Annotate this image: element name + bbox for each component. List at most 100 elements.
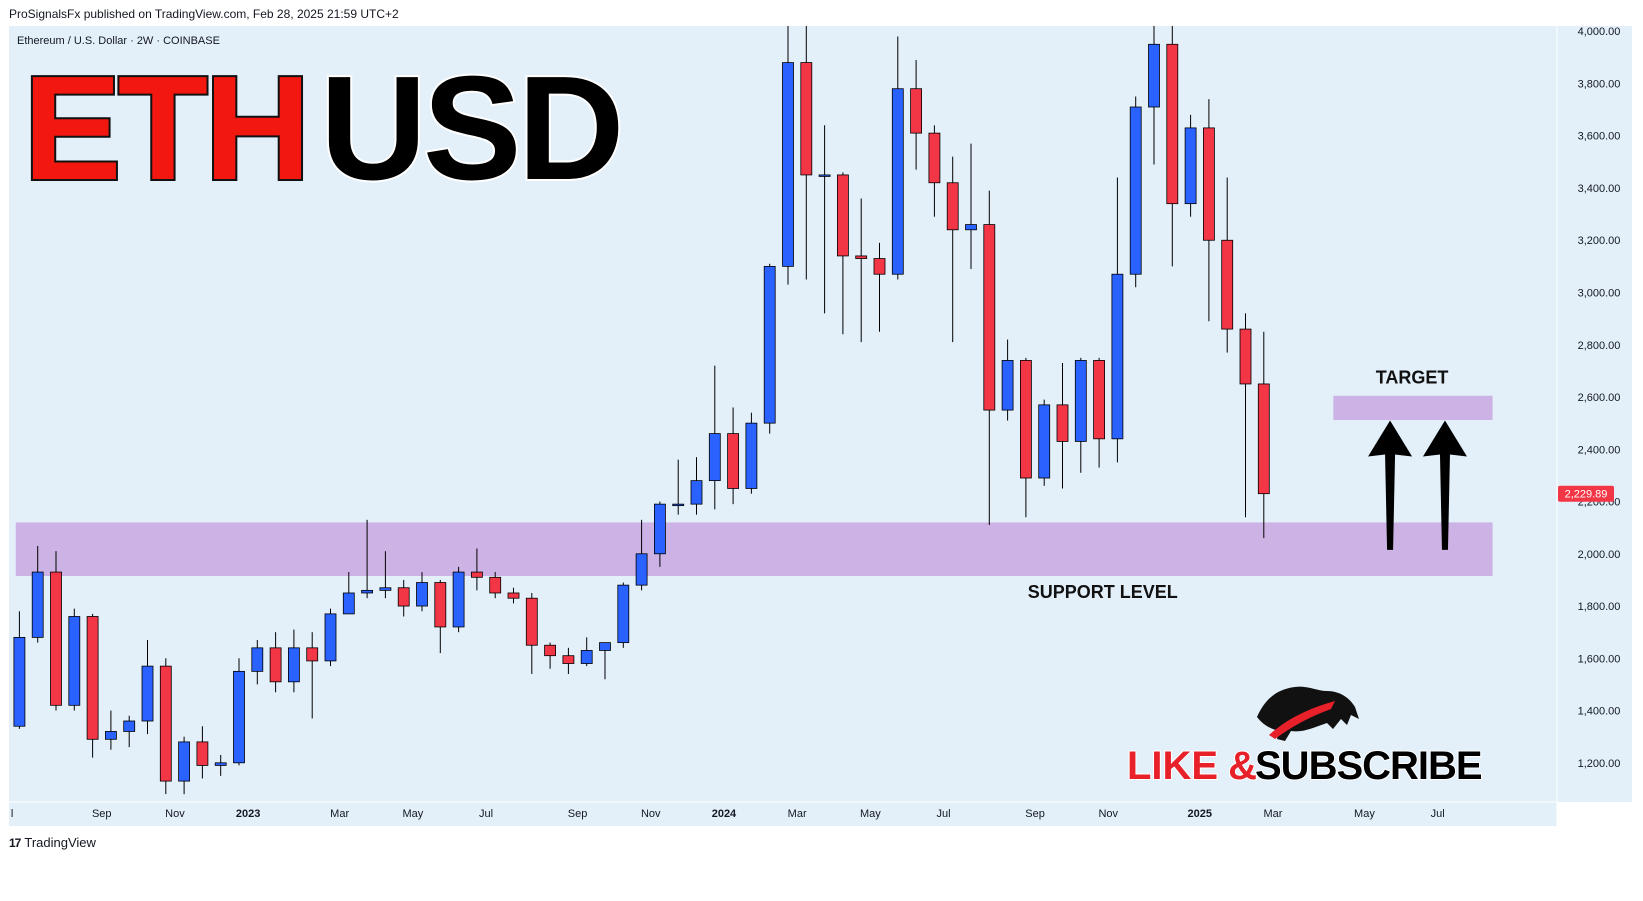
candle-body	[397, 587, 410, 607]
candle-body	[13, 636, 26, 727]
candle[interactable]	[763, 263, 776, 434]
candle[interactable]	[123, 715, 136, 748]
candle[interactable]	[1239, 313, 1252, 518]
candle-body	[178, 741, 191, 782]
candle[interactable]	[708, 365, 721, 510]
candle-body	[599, 642, 611, 651]
candle[interactable]	[800, 26, 813, 280]
target-zone[interactable]	[1333, 395, 1493, 421]
candle[interactable]	[233, 658, 245, 766]
candle[interactable]	[1093, 357, 1105, 468]
candle[interactable]	[525, 592, 538, 674]
candle[interactable]	[251, 640, 264, 685]
symbol-legend[interactable]: Ethereum / U.S. Dollar · 2W · COINBASE	[17, 35, 220, 47]
candle[interactable]	[1221, 177, 1234, 353]
candle[interactable]	[635, 519, 648, 591]
candle[interactable]	[50, 551, 62, 711]
candle-body	[324, 613, 337, 662]
candle[interactable]	[1166, 26, 1179, 267]
candle[interactable]	[672, 459, 685, 515]
candle[interactable]	[1148, 26, 1160, 165]
candle[interactable]	[727, 407, 739, 505]
candle-body	[452, 571, 465, 628]
candle[interactable]	[324, 608, 337, 667]
tradingview-footer[interactable]: 17 TradingView	[9, 835, 96, 850]
x-tick-label: Jul	[937, 808, 951, 820]
candle[interactable]	[13, 611, 26, 729]
candle[interactable]	[31, 545, 44, 643]
candle[interactable]	[1038, 399, 1051, 486]
candle[interactable]	[306, 632, 319, 719]
candle[interactable]	[196, 726, 209, 779]
candle[interactable]	[1184, 114, 1197, 217]
candle-body	[1111, 273, 1124, 440]
candle[interactable]	[86, 613, 99, 758]
candle[interactable]	[855, 198, 868, 343]
candle[interactable]	[928, 125, 941, 217]
candle[interactable]	[690, 457, 703, 515]
candle[interactable]	[745, 412, 758, 494]
candle[interactable]	[214, 754, 227, 776]
candle-body	[727, 433, 739, 489]
candle[interactable]	[416, 572, 428, 612]
candle[interactable]	[507, 587, 520, 604]
candle[interactable]	[68, 608, 81, 711]
candle[interactable]	[1129, 96, 1142, 288]
candle[interactable]	[965, 143, 977, 269]
candle[interactable]	[1074, 357, 1087, 473]
candle[interactable]	[782, 26, 794, 285]
candle[interactable]	[141, 640, 154, 735]
candle[interactable]	[544, 642, 556, 669]
candle[interactable]	[397, 579, 410, 617]
candle[interactable]	[818, 125, 831, 314]
x-tick-label: May	[402, 808, 423, 820]
candle[interactable]	[269, 632, 282, 693]
candle-body	[763, 265, 776, 424]
candle[interactable]	[434, 579, 447, 654]
candle[interactable]	[580, 637, 593, 667]
candle-body	[1148, 43, 1160, 108]
promo-amp: &	[1228, 744, 1257, 788]
candle[interactable]	[489, 572, 502, 599]
candle-body	[507, 592, 520, 599]
candle[interactable]	[361, 519, 374, 599]
candle[interactable]	[983, 190, 996, 526]
support-level-zone[interactable]	[15, 522, 1493, 576]
svg-text:2,229.89: 2,229.89	[1565, 489, 1608, 501]
candle[interactable]	[178, 736, 191, 795]
candle[interactable]	[873, 242, 886, 332]
candle[interactable]	[654, 501, 666, 567]
candle[interactable]	[837, 172, 849, 335]
candle[interactable]	[159, 658, 172, 795]
candle[interactable]	[379, 551, 392, 599]
candle[interactable]	[342, 572, 355, 615]
chart-area[interactable]: 1,200.00 1,400.00 1,600.00 1,800.00 2,000.00…	[9, 26, 1632, 826]
candle-body	[525, 597, 538, 646]
candle-body	[946, 182, 959, 231]
candle[interactable]	[1203, 99, 1215, 322]
candle[interactable]	[910, 59, 922, 170]
candle[interactable]	[946, 156, 959, 343]
candle[interactable]	[287, 629, 300, 693]
candle[interactable]	[599, 642, 611, 680]
y-tick-label: 2,000.00	[1578, 549, 1621, 561]
candlestick-chart[interactable]: 1,200.00 1,400.00 1,600.00 1,800.00 2,000.00…	[9, 26, 1632, 826]
candle[interactable]	[470, 548, 483, 591]
candle-body	[690, 480, 703, 505]
candle[interactable]	[452, 566, 465, 633]
y-tick-label: 2,800.00	[1578, 340, 1621, 352]
target-label: TARGET	[1376, 368, 1449, 388]
candle[interactable]	[562, 647, 575, 674]
candle-body	[654, 503, 666, 555]
candle-body	[251, 647, 264, 672]
candle[interactable]	[1257, 331, 1270, 539]
candle[interactable]	[617, 582, 630, 648]
candle[interactable]	[1001, 339, 1014, 421]
candle[interactable]	[1020, 357, 1032, 518]
y-tick-label: 1,600.00	[1578, 653, 1621, 665]
candle-body	[1184, 127, 1197, 205]
candle[interactable]	[1111, 177, 1124, 463]
candle[interactable]	[1056, 363, 1069, 489]
candle[interactable]	[891, 36, 904, 280]
candle[interactable]	[105, 710, 117, 750]
